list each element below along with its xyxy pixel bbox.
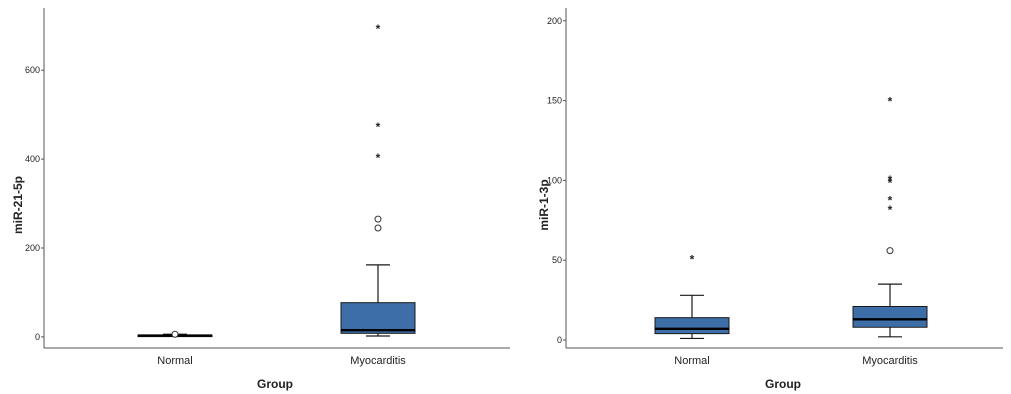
iqr-box xyxy=(654,317,730,335)
y-tick-label: 50 xyxy=(552,255,562,265)
outlier-circle xyxy=(886,247,894,255)
outlier-star: * xyxy=(888,95,893,109)
outlier-star: * xyxy=(888,194,893,208)
y-axis-label: miR-1-3p xyxy=(537,179,551,230)
outlier-star: * xyxy=(376,120,381,134)
y-tick-label: 150 xyxy=(547,96,562,106)
x-axis-label: Group xyxy=(765,377,801,391)
outlier-circle xyxy=(374,224,382,232)
x-tick-label: Myocarditis xyxy=(862,355,918,367)
box-normal: * xyxy=(654,253,730,340)
boxplot-mir-1-3p: miR-1-3p Group 0 50 100 150 200 * Normal ***** M… xyxy=(537,8,1003,391)
iqr-box xyxy=(340,302,416,334)
y-tick-label: 200 xyxy=(547,16,562,26)
outlier-circle xyxy=(374,215,382,223)
y-tick-label: 0 xyxy=(557,335,562,345)
x-axis-label: Group xyxy=(257,377,293,391)
outlier-star: * xyxy=(690,253,695,267)
x-tick-label: Normal xyxy=(674,355,709,367)
outlier-circle xyxy=(171,330,179,338)
outlier-star: * xyxy=(888,176,893,190)
y-tick-label: 400 xyxy=(25,154,40,164)
box-myocarditis: * * * xyxy=(340,22,416,337)
y-tick-label: 100 xyxy=(547,175,562,185)
y-tick-label: 0 xyxy=(35,332,40,342)
iqr-box xyxy=(852,305,928,328)
outlier-star: * xyxy=(376,151,381,165)
box-myocarditis: ***** xyxy=(852,95,928,338)
y-tick-label: 200 xyxy=(25,243,40,253)
boxplot-mir-21-5p: miR-21-5p Group 0 200 400 600 Normal * * * Myoca… xyxy=(11,8,510,391)
outlier-star: * xyxy=(376,22,381,36)
y-axis-label: miR-21-5p xyxy=(11,176,25,234)
x-tick-label: Myocarditis xyxy=(350,355,406,367)
outlier-star: * xyxy=(888,173,893,187)
y-tick-label: 600 xyxy=(25,65,40,75)
x-tick-label: Normal xyxy=(157,355,192,367)
outlier-star: * xyxy=(888,203,893,217)
box-normal xyxy=(137,330,213,338)
